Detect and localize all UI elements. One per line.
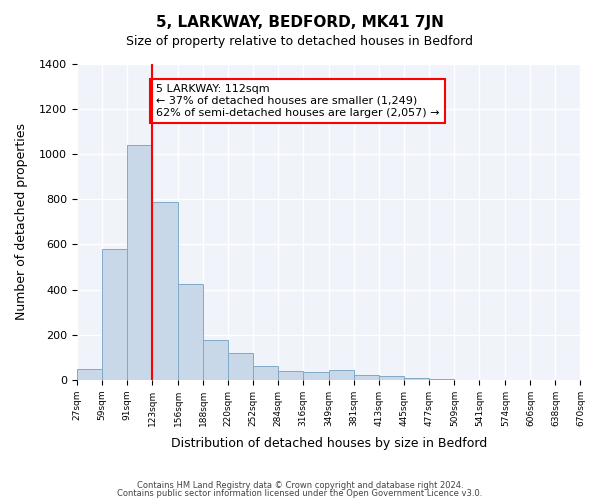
X-axis label: Distribution of detached houses by size in Bedford: Distribution of detached houses by size …	[170, 437, 487, 450]
Bar	[278, 371, 303, 380]
Bar	[329, 370, 354, 380]
Bar	[379, 376, 404, 380]
Bar	[203, 340, 228, 380]
Y-axis label: Number of detached properties: Number of detached properties	[15, 124, 28, 320]
Text: Contains public sector information licensed under the Open Government Licence v3: Contains public sector information licen…	[118, 488, 482, 498]
Bar	[354, 375, 379, 380]
Bar	[127, 145, 152, 380]
Bar	[178, 284, 203, 380]
Bar	[77, 368, 102, 380]
Text: 5, LARKWAY, BEDFORD, MK41 7JN: 5, LARKWAY, BEDFORD, MK41 7JN	[156, 15, 444, 30]
Text: Contains HM Land Registry data © Crown copyright and database right 2024.: Contains HM Land Registry data © Crown c…	[137, 481, 463, 490]
Bar	[228, 352, 253, 380]
Bar	[152, 202, 178, 380]
Bar	[430, 378, 454, 380]
Bar	[404, 378, 430, 380]
Text: 5 LARKWAY: 112sqm
← 37% of detached houses are smaller (1,249)
62% of semi-detac: 5 LARKWAY: 112sqm ← 37% of detached hous…	[156, 84, 440, 117]
Text: Size of property relative to detached houses in Bedford: Size of property relative to detached ho…	[127, 35, 473, 48]
Bar	[253, 366, 278, 380]
Bar	[303, 372, 329, 380]
Bar	[102, 249, 127, 380]
